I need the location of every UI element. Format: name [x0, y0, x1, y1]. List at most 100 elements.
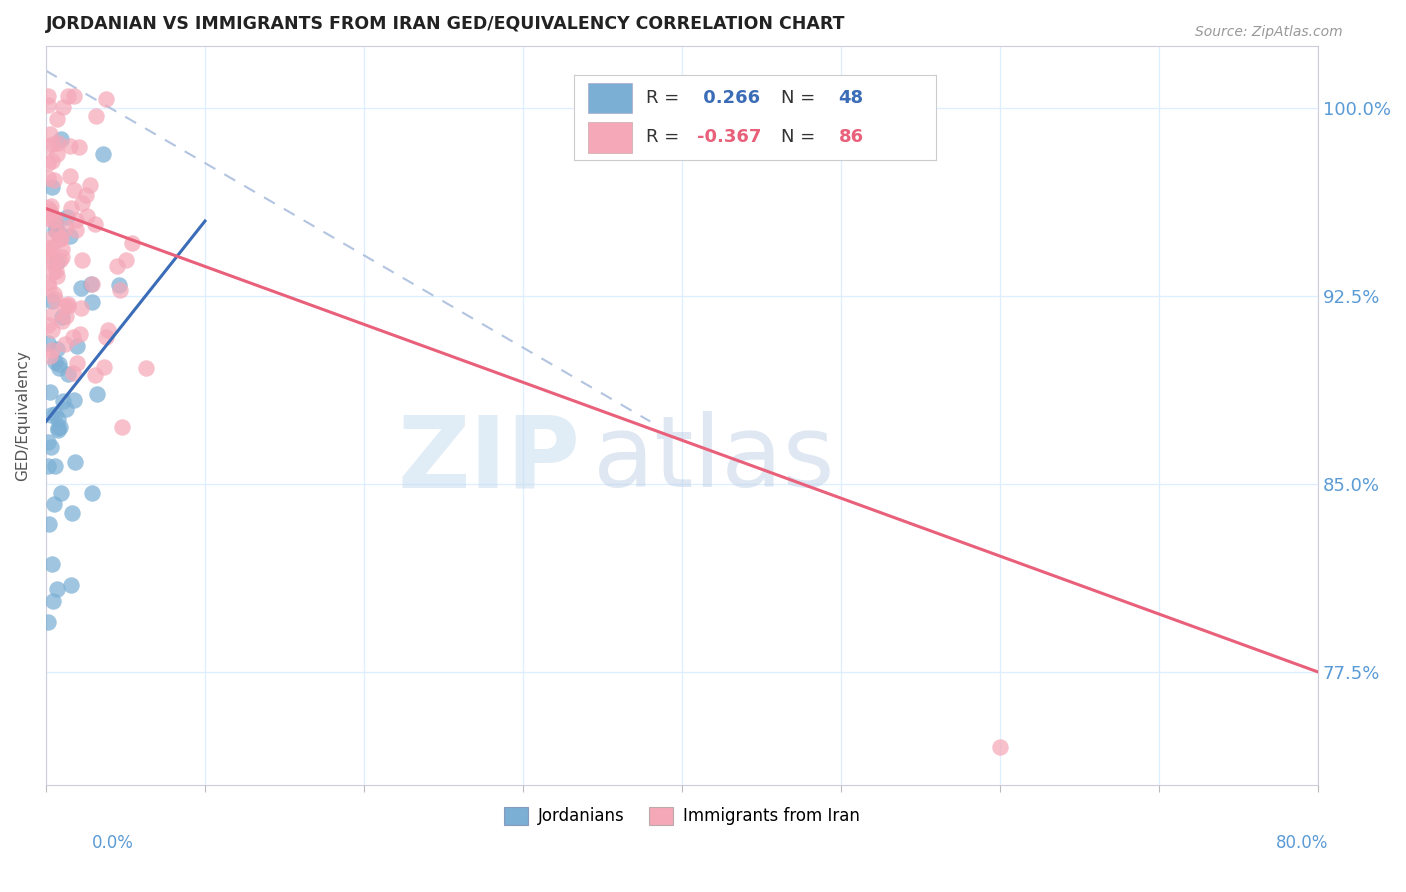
Point: [39, 408, 62, 422]
Point: [37, 615, 59, 629]
Point: [51, 250, 73, 264]
Point: [46, 582, 69, 597]
Point: [38, 349, 60, 363]
Point: [37, 171, 59, 186]
Point: [59, 229, 82, 244]
Point: [65, 212, 87, 227]
Point: [67, 140, 90, 154]
Point: [80, 277, 103, 291]
Point: [63, 455, 86, 469]
Point: [55, 310, 77, 324]
Point: [65, 356, 87, 370]
Point: [44, 407, 66, 421]
Point: [56, 299, 79, 313]
Point: [37, 435, 59, 450]
Point: [93, 360, 115, 375]
Point: [37, 252, 59, 267]
Point: [49, 232, 72, 246]
Point: [46, 254, 69, 268]
Point: [37, 206, 59, 220]
Point: [38, 204, 60, 219]
Point: [45, 112, 67, 127]
Text: 0.0%: 0.0%: [91, 834, 134, 852]
Point: [51, 242, 73, 256]
Point: [46, 146, 69, 161]
Point: [52, 100, 75, 114]
Point: [37, 318, 59, 332]
Point: [48, 136, 70, 151]
Legend: Jordanians, Immigrants from Iran: Jordanians, Immigrants from Iran: [498, 800, 866, 832]
Point: [48, 360, 70, 375]
Point: [38, 245, 60, 260]
Point: [45, 225, 67, 239]
Point: [62, 329, 84, 343]
Point: [41, 153, 63, 168]
Point: [80, 486, 103, 500]
Point: [94, 330, 117, 344]
Point: [37, 98, 59, 112]
Point: [51, 310, 73, 325]
Point: [42, 307, 65, 321]
Point: [70, 196, 93, 211]
Point: [41, 323, 63, 337]
Point: [76, 209, 98, 223]
Point: [38, 517, 60, 532]
Point: [46, 420, 69, 434]
Point: [37, 336, 59, 351]
Point: [44, 173, 66, 187]
Point: [55, 401, 77, 416]
Point: [94, 92, 117, 106]
Point: [41, 231, 63, 245]
Point: [37, 139, 59, 153]
Point: [37, 156, 59, 170]
Point: [62, 184, 84, 198]
Point: [53, 336, 76, 351]
Point: [115, 252, 138, 267]
Point: [37, 211, 59, 225]
Point: [44, 458, 66, 473]
Point: [69, 326, 91, 341]
Point: [62, 506, 84, 520]
Point: [45, 264, 67, 278]
Text: 80.0%: 80.0%: [1277, 834, 1329, 852]
Point: [38, 280, 60, 294]
Point: [63, 89, 86, 103]
Point: [70, 301, 93, 316]
Point: [79, 178, 101, 192]
Point: [37, 276, 59, 290]
Point: [53, 299, 76, 313]
Point: [66, 339, 89, 353]
Point: [55, 220, 77, 235]
Point: [49, 252, 72, 267]
Point: [56, 367, 79, 381]
Point: [110, 283, 132, 297]
Point: [135, 361, 157, 376]
Point: [44, 211, 66, 226]
Point: [38, 127, 60, 141]
Point: [44, 222, 66, 236]
Point: [46, 423, 69, 437]
Point: [46, 343, 69, 357]
Point: [44, 292, 66, 306]
Point: [41, 136, 63, 151]
Point: [59, 169, 82, 183]
Point: [86, 387, 108, 401]
Point: [48, 226, 70, 240]
Point: [59, 139, 82, 153]
Point: [46, 268, 69, 283]
Point: [41, 240, 63, 254]
Point: [105, 260, 128, 274]
Point: [111, 420, 134, 434]
Point: [37, 88, 59, 103]
Point: [60, 201, 83, 215]
Point: [42, 256, 65, 270]
Point: [42, 287, 65, 301]
Point: [97, 323, 120, 337]
Point: [44, 355, 66, 369]
Point: [56, 88, 79, 103]
Point: [44, 497, 66, 511]
Point: [52, 393, 75, 408]
Text: JORDANIAN VS IMMIGRANTS FROM IRAN GED/EQUIVALENCY CORRELATION CHART: JORDANIAN VS IMMIGRANTS FROM IRAN GED/EQ…: [46, 15, 845, 33]
Point: [41, 294, 63, 309]
Point: [107, 278, 129, 293]
